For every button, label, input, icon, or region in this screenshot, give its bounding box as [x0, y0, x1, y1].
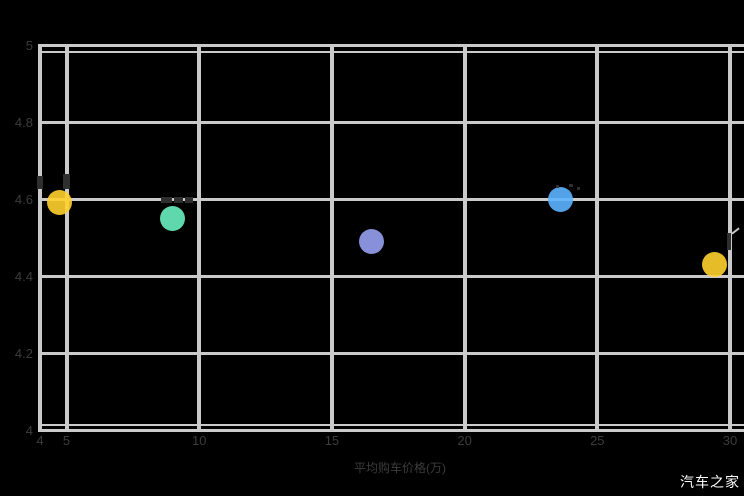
plot-border-line [38, 51, 744, 53]
illegible-label-mark [174, 197, 183, 203]
gridline-y [38, 198, 744, 201]
plot-border-line [38, 424, 744, 426]
gridline-y [38, 44, 744, 47]
x-tick-label: 30 [722, 433, 738, 448]
illegible-label-mark [63, 174, 70, 189]
illegible-label-mark [556, 185, 559, 188]
data-bubble-bubble-5[interactable] [701, 251, 727, 277]
gridline-y [38, 121, 744, 124]
y-tick-label: 5 [25, 38, 33, 53]
illegible-label-mark [185, 197, 193, 203]
gridline-y [38, 275, 744, 278]
y-tick-label: 4.6 [14, 192, 33, 207]
leader-line-mark [731, 227, 740, 235]
illegible-label-mark [569, 184, 573, 187]
illegible-label-mark [37, 176, 43, 189]
gridline-x [64, 45, 69, 430]
data-bubble-bubble-1[interactable] [47, 190, 73, 216]
y-tick-label: 4.8 [14, 115, 33, 130]
x-tick-label: 15 [324, 433, 340, 448]
y-tick-label: 4.2 [14, 346, 33, 361]
illegible-label-mark [161, 197, 172, 203]
gridline-x [197, 45, 202, 430]
data-bubble-bubble-4[interactable] [547, 186, 573, 212]
data-bubble-bubble-2[interactable] [160, 205, 186, 231]
gridline-y [38, 429, 744, 432]
illegible-label-mark [577, 187, 580, 190]
x-tick-label: 5 [62, 433, 71, 448]
data-bubble-bubble-3[interactable] [359, 228, 385, 254]
watermark-autohome: 汽车之家 [680, 474, 740, 490]
gridline-x [595, 45, 600, 430]
illegible-label-mark [727, 233, 731, 250]
x-tick-label: 25 [590, 433, 605, 448]
gridline-x [462, 45, 467, 430]
x-tick-label: 4 [36, 433, 44, 448]
gridline-x [38, 45, 42, 430]
x-axis-title: 平均购车价格(万) [354, 461, 446, 475]
x-tick-label: 10 [191, 433, 207, 448]
y-tick-label: 4 [25, 423, 33, 438]
gridline-y [38, 352, 744, 355]
x-tick-label: 20 [457, 433, 472, 448]
gridline-x [329, 45, 334, 430]
y-tick-label: 4.4 [14, 269, 33, 284]
